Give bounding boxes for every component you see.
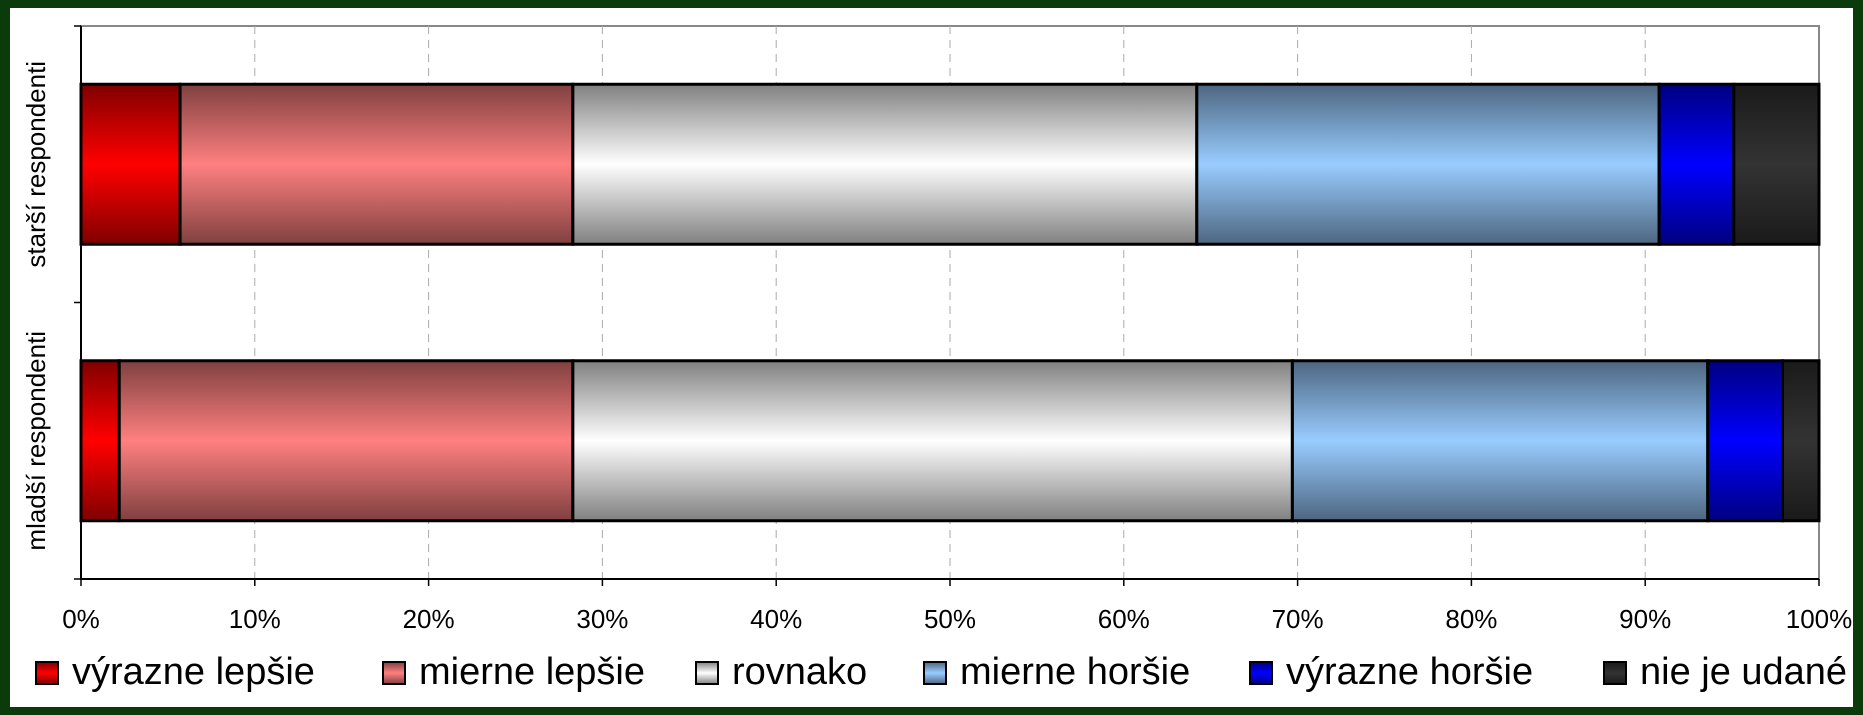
x-tick-label: 80%	[1445, 604, 1497, 634]
bar-segment	[1732, 82, 1821, 246]
legend-swatch	[923, 661, 947, 685]
x-tick-label: 30%	[576, 604, 628, 634]
x-tick-label: 10%	[229, 604, 281, 634]
bar-segment	[1706, 359, 1785, 523]
legend-swatch	[1603, 661, 1627, 685]
legend-label: výrazne lepšie	[72, 651, 315, 693]
category-label: mladší respondenti	[21, 331, 51, 551]
bar-segment	[571, 359, 1294, 523]
legend-label: rovnako	[732, 651, 867, 693]
legend-label: mierne lepšie	[419, 651, 645, 693]
bar-segment	[1290, 359, 1710, 523]
bar-segment	[79, 359, 121, 523]
legend-label: výrazne horšie	[1286, 651, 1533, 693]
bar-segment	[1657, 82, 1736, 246]
bar-segment	[178, 82, 575, 246]
x-tick-label: 100%	[1786, 604, 1853, 634]
legend-label: mierne horšie	[960, 651, 1190, 693]
legend-swatch	[1249, 661, 1273, 685]
category-label: starší respondenti	[21, 61, 51, 268]
x-tick-label: 0%	[62, 604, 100, 634]
x-tick-label: 60%	[1098, 604, 1150, 634]
x-tick-label: 70%	[1272, 604, 1324, 634]
legend-label: nie je udané	[1640, 651, 1847, 693]
x-tick-label: 20%	[403, 604, 455, 634]
bar-segment	[79, 82, 182, 246]
legend-swatch	[695, 661, 719, 685]
x-tick-label: 90%	[1619, 604, 1671, 634]
bar-segment	[1781, 359, 1821, 523]
bar-segment	[117, 359, 575, 523]
bar-segment	[571, 82, 1199, 246]
legend-swatch	[35, 661, 59, 685]
x-tick-label: 40%	[750, 604, 802, 634]
x-tick-label: 50%	[924, 604, 976, 634]
bar-segment	[1195, 82, 1661, 246]
legend-swatch	[382, 661, 406, 685]
